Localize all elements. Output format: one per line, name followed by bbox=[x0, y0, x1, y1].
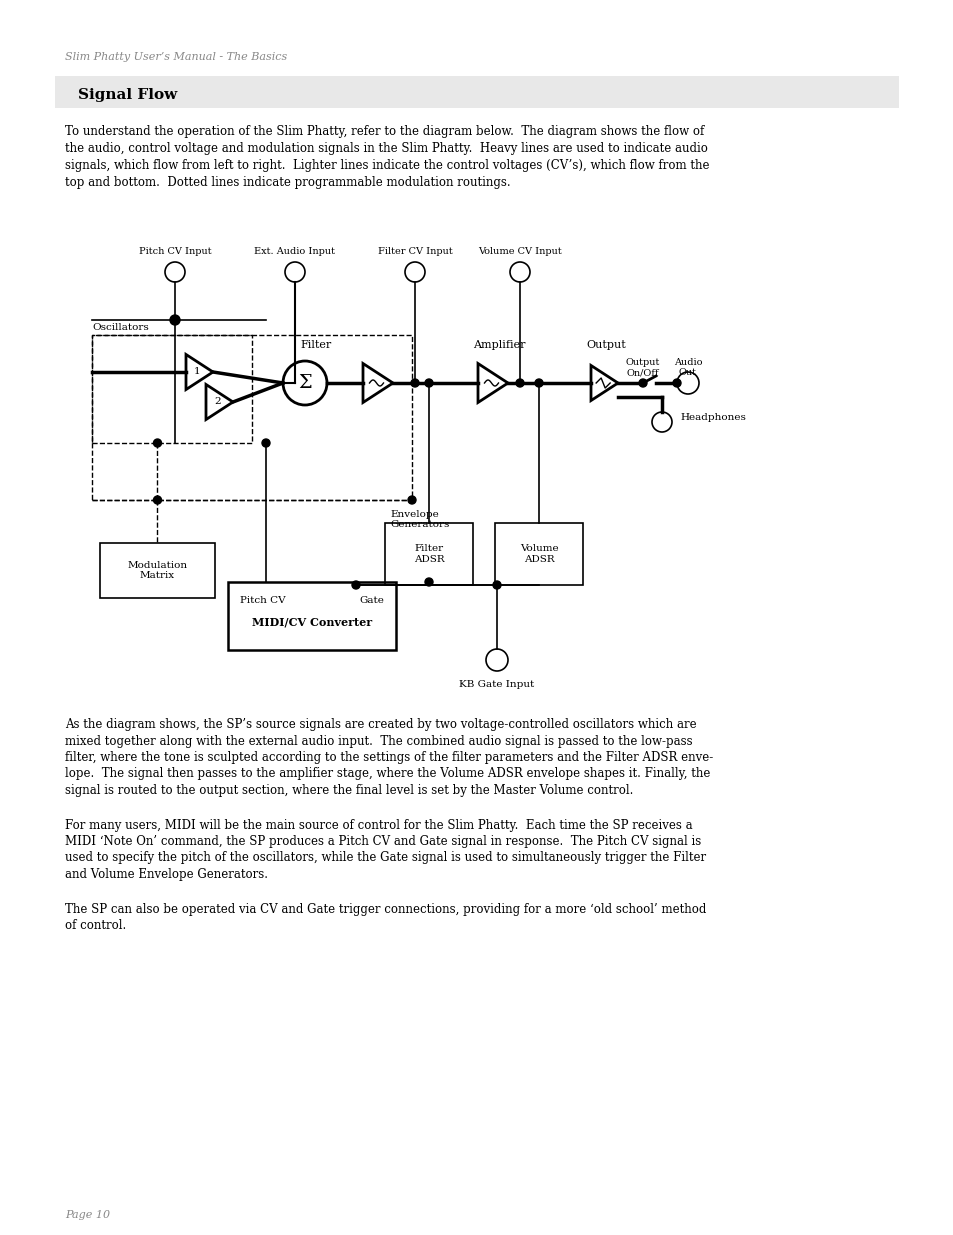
Text: Filter
ADSR: Filter ADSR bbox=[414, 545, 444, 563]
Text: The SP can also be operated via CV and Gate trigger connections, providing for a: The SP can also be operated via CV and G… bbox=[65, 903, 705, 915]
Text: signal is routed to the output section, where the final level is set by the Mast: signal is routed to the output section, … bbox=[65, 784, 633, 797]
Text: Oscillators: Oscillators bbox=[91, 324, 149, 332]
Text: Audio
Out: Audio Out bbox=[673, 358, 701, 378]
Text: lope.  The signal then passes to the amplifier stage, where the Volume ADSR enve: lope. The signal then passes to the ampl… bbox=[65, 767, 710, 781]
Text: Σ: Σ bbox=[297, 374, 312, 391]
Text: For many users, MIDI will be the main source of control for the Slim Phatty.  Ea: For many users, MIDI will be the main so… bbox=[65, 819, 692, 831]
Text: Amplifier: Amplifier bbox=[473, 340, 525, 350]
Bar bbox=[228, 582, 395, 650]
Circle shape bbox=[411, 379, 418, 387]
Circle shape bbox=[262, 438, 270, 447]
Circle shape bbox=[153, 496, 161, 504]
Text: Output
On/Off: Output On/Off bbox=[625, 358, 659, 378]
Text: To understand the operation of the Slim Phatty, refer to the diagram below.  The: To understand the operation of the Slim … bbox=[65, 125, 703, 138]
Circle shape bbox=[424, 379, 433, 387]
Circle shape bbox=[153, 438, 161, 447]
Text: Headphones: Headphones bbox=[679, 414, 745, 422]
Text: Volume
ADSR: Volume ADSR bbox=[519, 545, 558, 563]
Bar bbox=[91, 335, 412, 500]
Circle shape bbox=[408, 496, 416, 504]
Bar bbox=[55, 77, 898, 107]
Bar bbox=[385, 522, 473, 585]
Text: Pitch CV Input: Pitch CV Input bbox=[138, 247, 212, 256]
Text: signals, which flow from left to right.  Lighter lines indicate the control volt: signals, which flow from left to right. … bbox=[65, 159, 709, 172]
Circle shape bbox=[672, 379, 680, 387]
Text: Page 10: Page 10 bbox=[65, 1210, 110, 1220]
Bar bbox=[91, 335, 252, 443]
Text: of control.: of control. bbox=[65, 919, 126, 932]
Text: Modulation
Matrix: Modulation Matrix bbox=[128, 561, 188, 580]
Text: 2: 2 bbox=[213, 398, 220, 406]
Text: As the diagram shows, the SP’s source signals are created by two voltage-control: As the diagram shows, the SP’s source si… bbox=[65, 718, 696, 731]
Text: Pitch CV: Pitch CV bbox=[240, 597, 285, 605]
Text: Filter: Filter bbox=[299, 340, 331, 350]
Text: 1: 1 bbox=[193, 368, 200, 377]
Circle shape bbox=[516, 379, 523, 387]
Text: used to specify the pitch of the oscillators, while the Gate signal is used to s: used to specify the pitch of the oscilla… bbox=[65, 851, 705, 864]
Circle shape bbox=[352, 580, 359, 589]
Text: Slim Phatty User’s Manual - The Basics: Slim Phatty User’s Manual - The Basics bbox=[65, 52, 287, 62]
Circle shape bbox=[639, 379, 646, 387]
Bar bbox=[495, 522, 582, 585]
Circle shape bbox=[535, 379, 542, 387]
Text: Gate: Gate bbox=[358, 597, 384, 605]
Text: Volume CV Input: Volume CV Input bbox=[477, 247, 561, 256]
Text: MIDI/CV Converter: MIDI/CV Converter bbox=[252, 616, 372, 627]
Text: Filter CV Input: Filter CV Input bbox=[377, 247, 452, 256]
Text: mixed together along with the external audio input.  The combined audio signal i: mixed together along with the external a… bbox=[65, 735, 692, 747]
Text: Signal Flow: Signal Flow bbox=[78, 88, 177, 103]
Circle shape bbox=[493, 580, 500, 589]
Text: Output: Output bbox=[585, 340, 625, 350]
Text: top and bottom.  Dotted lines indicate programmable modulation routings.: top and bottom. Dotted lines indicate pr… bbox=[65, 177, 510, 189]
Text: filter, where the tone is sculpted according to the settings of the filter param: filter, where the tone is sculpted accor… bbox=[65, 751, 713, 764]
Text: MIDI ‘Note On’ command, the SP produces a Pitch CV and Gate signal in response. : MIDI ‘Note On’ command, the SP produces … bbox=[65, 835, 700, 848]
Bar bbox=[100, 543, 214, 598]
Circle shape bbox=[424, 578, 433, 585]
Circle shape bbox=[170, 315, 180, 325]
Text: the audio, control voltage and modulation signals in the Slim Phatty.  Heavy lin: the audio, control voltage and modulatio… bbox=[65, 142, 707, 156]
Text: and Volume Envelope Generators.: and Volume Envelope Generators. bbox=[65, 868, 268, 881]
Text: Envelope
Generators: Envelope Generators bbox=[390, 510, 449, 530]
Text: Ext. Audio Input: Ext. Audio Input bbox=[254, 247, 335, 256]
Text: KB Gate Input: KB Gate Input bbox=[459, 680, 534, 689]
